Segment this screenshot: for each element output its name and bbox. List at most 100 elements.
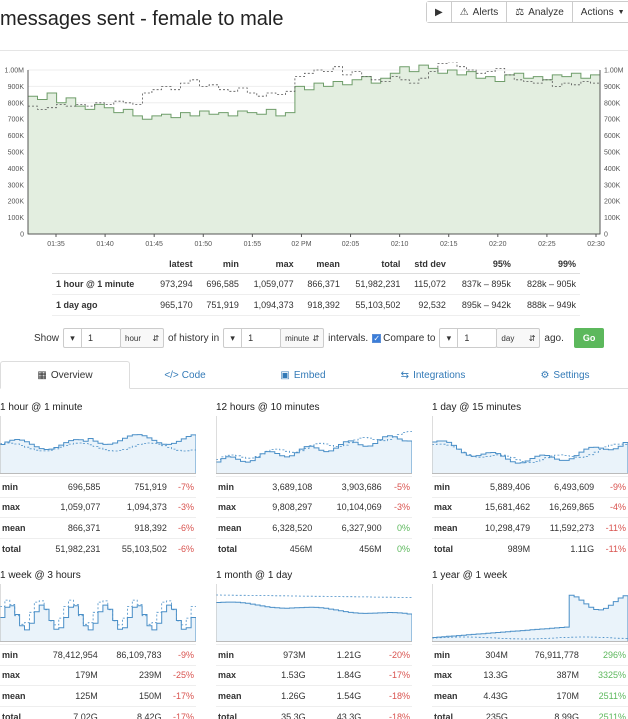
panel-value: 78,412,954 — [36, 644, 100, 665]
panel-table: min 5,889,406 6,493,609 -9% max 15,681,462 16,… — [432, 476, 628, 559]
panel-row: mean 125M 150M -17% — [0, 685, 196, 706]
panel-row-label: mean — [432, 685, 468, 706]
percent-change: -4% — [596, 496, 628, 518]
panel-sparkline — [0, 416, 196, 474]
summary-panel[interactable]: 1 day @ 15 minutes min 5,889,406 6,493,609-… — [432, 402, 628, 559]
percent-change: 0% — [383, 517, 412, 538]
percent-change: -7% — [168, 476, 196, 497]
stats-header-row: latest min max mean total std dev 95% 99% — [52, 255, 580, 274]
tab-embed[interactable]: ▣ Embed — [280, 369, 326, 381]
summary-panel[interactable]: 1 month @ 1 day min 973M 1.21G -20% max 1.53G 1… — [216, 570, 412, 719]
summary-panel[interactable]: 1 week @ 3 hours min 78,412,954 86,109,783-… — [0, 570, 196, 719]
updown-icon: ⇵ — [528, 333, 536, 343]
code-icon: </> — [164, 369, 179, 381]
sparkline-compare-series — [216, 594, 412, 598]
tab-integrations[interactable]: ⇆ Integrations — [400, 369, 466, 381]
y-tick-label-right: 700K — [604, 117, 621, 124]
y-tick-label: 0 — [20, 232, 24, 239]
panel-sparkline — [216, 416, 412, 474]
stats-corner — [52, 255, 151, 274]
x-tick-label: 01:40 — [96, 241, 114, 248]
tab-overview[interactable]: ▦ Overview — [0, 361, 130, 389]
alerts-button[interactable]: ⚠ Alerts — [451, 2, 508, 22]
history-stepper[interactable]: ▾ 1 — [63, 328, 122, 348]
toolbar: ▶ ⚠ Alerts ⚖ Analyze Actions ▼ — [426, 1, 628, 23]
stats-row: 1 day ago 965,170 751,919 1,094,373 918,392 5… — [52, 294, 580, 316]
tab-code[interactable]: </> Code — [164, 369, 206, 381]
panel-value: 973M — [252, 644, 308, 665]
summary-panel[interactable]: 1 year @ 1 week min 304M 76,911,778 296% max 1… — [432, 570, 628, 719]
panel-row: mean 6,328,520 6,327,900 0% — [216, 517, 412, 538]
x-tick-label: 02:20 — [489, 241, 507, 248]
x-tick-label: 01:55 — [244, 241, 262, 248]
panel-row: mean 10,298,479 11,592,273 -11% — [432, 517, 628, 538]
percent-change: -3% — [383, 496, 412, 518]
intervals-label: intervals. — [328, 332, 369, 344]
panel-table: min 78,412,954 86,109,783 -9% max 179M 239M -25… — [0, 644, 196, 719]
sparkline-series — [216, 601, 412, 642]
percent-change: 0% — [383, 537, 412, 559]
compare-unit-select[interactable]: day ⇵ — [496, 328, 541, 348]
panel-value: 16,269,865 — [532, 496, 597, 518]
percent-change: 2511% — [580, 705, 628, 719]
panel-row: total 235G 8.99G 2511% — [432, 705, 628, 719]
panel-row: total 35.3G 43.3G -18% — [216, 705, 412, 719]
percent-change: 3325% — [580, 664, 628, 686]
compare-label: Compare to — [383, 332, 436, 344]
summary-panel[interactable]: 1 hour @ 1 minute min 696,585 751,919 -7% max… — [0, 402, 196, 559]
play-button[interactable]: ▶ — [427, 2, 452, 22]
sparkline-series — [432, 440, 628, 474]
stats-column-header: max — [242, 255, 298, 274]
panel-value: 696,585 — [36, 476, 103, 497]
sparkline-compare-series — [432, 443, 628, 463]
panel-value: 751,919 — [102, 476, 169, 497]
panel-value: 239M — [99, 664, 164, 686]
panel-row-label: min — [0, 644, 36, 665]
panel-value: 10,298,479 — [468, 517, 533, 538]
stats-cell: 828k – 905k — [514, 273, 580, 295]
compare-stepper[interactable]: ▾ 1 — [439, 328, 498, 348]
y-tick-label-right: 600K — [604, 133, 621, 140]
summary-panel[interactable]: 12 hours @ 10 minutes min 3,689,108 3,903,6… — [216, 402, 412, 559]
panel-value: 170M — [509, 685, 581, 706]
decrement-icon[interactable]: ▾ — [440, 329, 459, 347]
compare-value[interactable]: 1 — [464, 333, 470, 343]
analyze-button[interactable]: ⚖ Analyze — [507, 2, 573, 22]
interval-value[interactable]: 1 — [248, 333, 254, 343]
panel-value: 6,328,520 — [252, 517, 315, 538]
panel-value: 10,104,069 — [314, 496, 384, 518]
header-divider — [0, 50, 628, 51]
panel-row: mean 4.43G 170M 2511% — [432, 685, 628, 706]
panel-table: min 3,689,108 3,903,686 -5% max 9,808,297 10,1… — [216, 476, 412, 559]
panel-value: 1.21G — [307, 644, 364, 665]
sparkline-compare-series — [432, 636, 628, 640]
actions-dropdown[interactable]: Actions ▼ — [572, 2, 628, 22]
panel-value: 387M — [509, 664, 581, 686]
panel-row: max 1.53G 1.84G -17% — [216, 664, 412, 686]
percent-change: 296% — [580, 644, 628, 665]
go-button[interactable]: Go — [573, 328, 605, 348]
panel-value: 150M — [99, 685, 164, 706]
panel-row: min 304M 76,911,778 296% — [432, 644, 628, 665]
panel-row: min 78,412,954 86,109,783 -9% — [0, 644, 196, 665]
panel-value: 86,109,783 — [99, 644, 164, 665]
panel-value: 15,681,462 — [468, 496, 533, 518]
panel-value: 8.42G — [99, 705, 164, 719]
grid-icon: ▦ — [37, 369, 47, 381]
decrement-icon[interactable]: ▾ — [224, 329, 243, 347]
interval-stepper[interactable]: ▾ 1 — [223, 328, 282, 348]
decrement-icon[interactable]: ▾ — [64, 329, 83, 347]
tab-settings[interactable]: ⚙ Settings — [540, 369, 590, 381]
exchange-icon: ⇆ — [400, 369, 410, 381]
panel-row: min 5,889,406 6,493,609 -9% — [432, 476, 628, 497]
interval-unit-select[interactable]: minute ⇵ — [280, 328, 325, 348]
percent-change: -17% — [163, 705, 196, 719]
panel-row-label: min — [216, 644, 252, 665]
compare-checkbox[interactable]: ✓ — [372, 333, 382, 343]
play-icon: ▶ — [435, 6, 443, 18]
stats-cell: 866,371 — [297, 273, 344, 295]
percent-change: -25% — [163, 664, 196, 686]
panel-value: 304M — [468, 644, 510, 665]
history-value[interactable]: 1 — [88, 333, 94, 343]
history-unit-select[interactable]: hour ⇵ — [120, 328, 165, 348]
